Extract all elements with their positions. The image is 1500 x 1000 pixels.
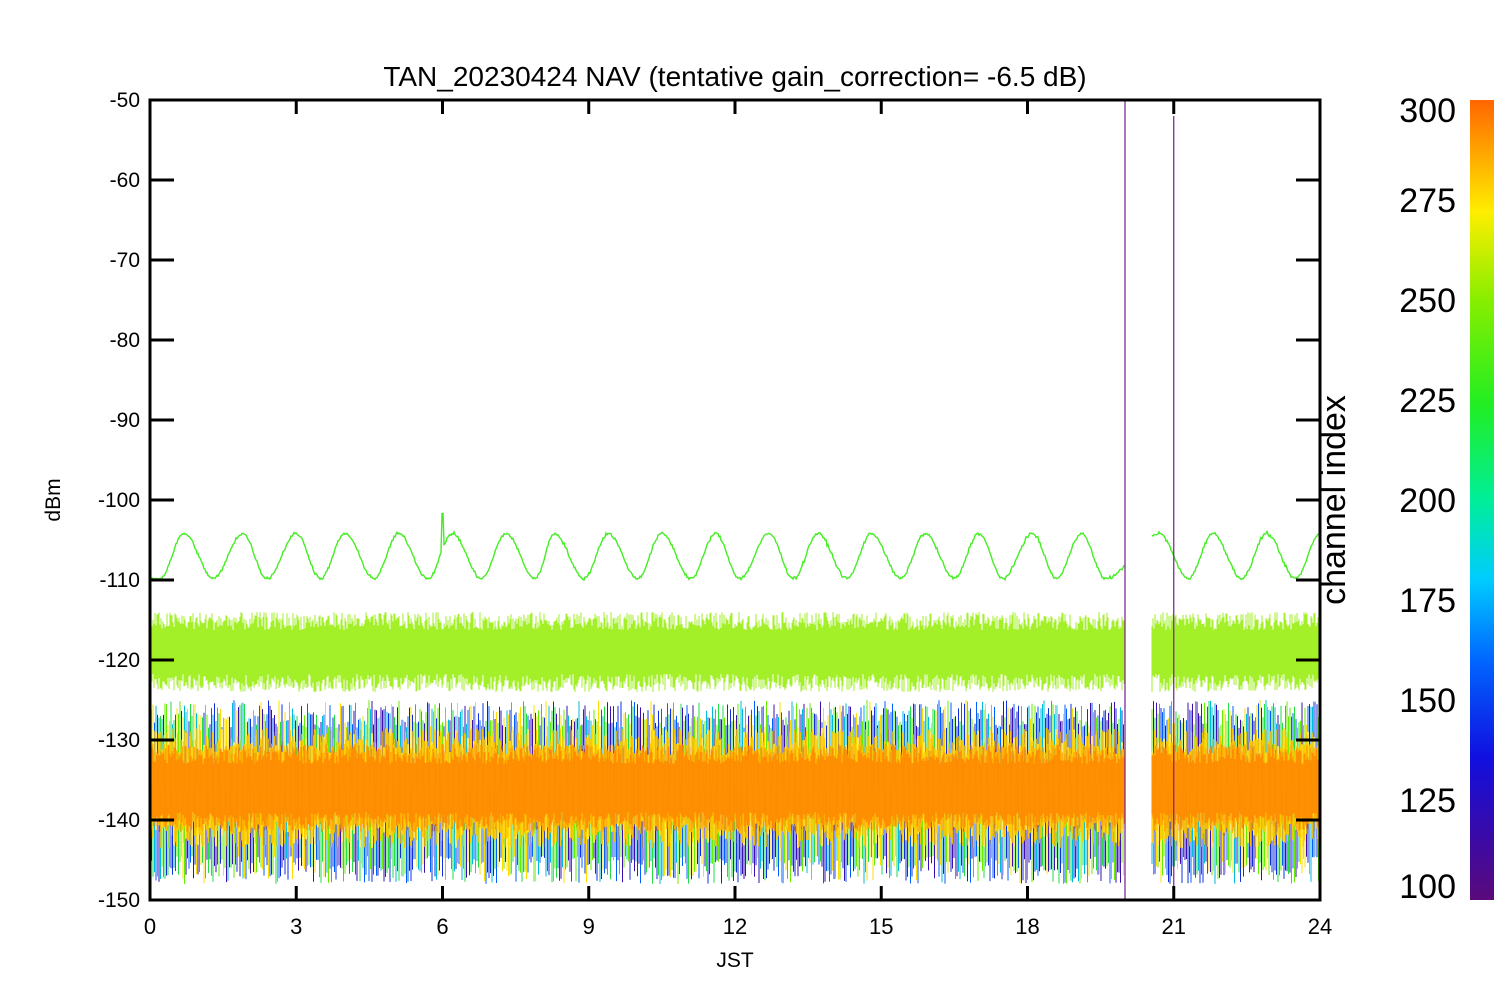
plot-marks [150, 100, 1320, 900]
y-axis-label: dBm [42, 478, 65, 521]
x-tick-label: 18 [1015, 914, 1039, 939]
y-tick-label: -60 [110, 169, 140, 192]
y-tick-label: -110 [100, 569, 140, 592]
colorbar-tick-label: 300 [1399, 92, 1456, 130]
colorbar-tick-label: 150 [1399, 682, 1456, 720]
colorbar-tick-label: 100 [1399, 868, 1456, 906]
x-tick-label: 21 [1162, 914, 1186, 939]
colorbar-tick-label: 250 [1399, 282, 1456, 320]
x-tick-label: 3 [290, 914, 302, 939]
x-tick-label: 12 [723, 914, 747, 939]
colorbar [1470, 100, 1494, 900]
colorbar-tick-label: 200 [1399, 482, 1456, 520]
colorbar-tick-label: 225 [1399, 382, 1456, 420]
y-tick-label: -140 [98, 809, 140, 832]
x-tick-label: 6 [436, 914, 448, 939]
y-tick-label: -130 [98, 729, 140, 752]
colorbar-label: channel index [1315, 395, 1353, 605]
chart-title: TAN_20230424 NAV (tentative gain_correct… [383, 61, 1086, 92]
x-tick-label: 24 [1308, 914, 1332, 939]
y-tick-label: -70 [110, 249, 140, 272]
y-tick-label: -90 [110, 409, 140, 432]
y-tick-label: -120 [98, 649, 140, 672]
x-tick-label: 15 [869, 914, 893, 939]
y-tick-label: -50 [110, 89, 140, 112]
series-line-0 [150, 512, 1320, 582]
series-band-1 [150, 612, 1320, 692]
x-tick-label: 9 [583, 914, 595, 939]
y-tick-label: -80 [110, 329, 140, 352]
y-tick-label: -100 [98, 489, 140, 512]
colorbar-tick-label: 175 [1399, 582, 1456, 620]
axis-ticks: 0 3 6 9 12 15 18 21 24 -50 -60 -70 -80 -90 -100 -110 -12… [98, 89, 1332, 939]
colorbar-tick-label: 125 [1399, 782, 1456, 820]
x-tick-label: 0 [144, 914, 156, 939]
series-band-2 [150, 744, 1320, 832]
y-tick-label: -150 [98, 889, 140, 912]
colorbar-tick-label: 275 [1399, 182, 1456, 220]
x-axis-label: JST [716, 949, 754, 972]
colorbar-ticks: 300 275 250 225 200 175 150 125 100 [1399, 92, 1456, 906]
